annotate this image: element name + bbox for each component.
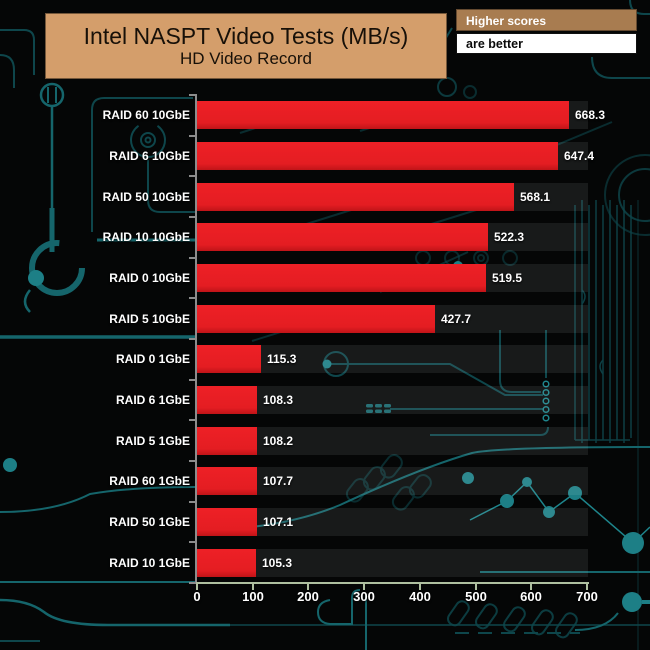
bar: [197, 305, 435, 333]
bar-value-label: 108.2: [263, 434, 294, 448]
category-label: RAID 10 1GbE: [109, 556, 190, 570]
y-axis-tick: [189, 541, 195, 543]
plot-area: 668.3 647.4 568.1 522.3 519.5 427.7 115.3 108.3…: [197, 95, 605, 583]
bar-track: [197, 467, 588, 495]
category-label: RAID 6 1GbE: [115, 393, 190, 407]
x-axis-tick: [196, 584, 198, 590]
y-axis-line: [195, 94, 197, 584]
bar-value-label: 107.1: [263, 515, 294, 529]
bar: [197, 101, 569, 129]
category-label: RAID 60 10GbE: [102, 108, 190, 122]
y-axis-tick: [189, 460, 195, 462]
category-label: RAID 50 1GbE: [109, 515, 190, 529]
x-axis-tick-label: 500: [465, 589, 487, 604]
x-axis-tick: [530, 584, 532, 590]
bar-track: [197, 549, 588, 577]
y-axis-tick: [189, 338, 195, 340]
bar: [197, 386, 257, 414]
x-axis-tick-label: 0: [193, 589, 201, 604]
category-label: RAID 50 10GbE: [102, 190, 190, 204]
y-axis-tick: [189, 94, 195, 96]
bar-track: [197, 427, 588, 455]
y-axis-tick: [189, 582, 195, 584]
category-label: RAID 5 10GbE: [109, 312, 190, 326]
y-axis-tick: [189, 216, 195, 218]
bar-value-label: 105.3: [262, 556, 293, 570]
category-label: RAID 5 1GbE: [115, 434, 190, 448]
bar-value-label: 647.4: [564, 149, 595, 163]
x-axis-tick-label: 400: [409, 589, 431, 604]
y-axis-tick: [189, 419, 195, 421]
legend-note-body: are better: [456, 33, 637, 54]
chart-title: Intel NASPT Video Tests (MB/s): [83, 23, 409, 49]
x-axis-tick: [475, 584, 477, 590]
x-axis-tick: [307, 584, 309, 590]
bar: [197, 223, 488, 251]
y-axis-tick: [189, 297, 195, 299]
x-axis-tick: [419, 584, 421, 590]
category-axis-labels: RAID 60 10GbE RAID 6 10GbE RAID 50 10GbE RA…: [0, 95, 190, 583]
x-axis-tick-label: 200: [297, 589, 319, 604]
bar-value-label: 519.5: [492, 271, 523, 285]
category-label: RAID 0 10GbE: [109, 271, 190, 285]
bar: [197, 508, 257, 536]
bar-track: [197, 508, 588, 536]
bar: [197, 549, 256, 577]
bar-value-label: 108.3: [263, 393, 294, 407]
y-axis-tick: [189, 501, 195, 503]
chart-title-box: Intel NASPT Video Tests (MB/s) HD Video …: [45, 13, 447, 79]
y-axis-tick: [189, 379, 195, 381]
bar-value-label: 522.3: [494, 230, 525, 244]
bar-track: [197, 345, 588, 373]
bar-value-label: 668.3: [575, 108, 606, 122]
category-label: RAID 0 1GbE: [115, 352, 190, 366]
bar-value-label: 427.7: [441, 312, 472, 326]
y-axis-tick: [189, 175, 195, 177]
chart-subtitle: HD Video Record: [180, 49, 312, 68]
bar: [197, 467, 257, 495]
category-label: RAID 10 10GbE: [102, 230, 190, 244]
x-axis-tick: [586, 584, 588, 590]
x-axis-tick: [363, 584, 365, 590]
legend-note-title: Higher scores: [456, 9, 637, 31]
x-axis-tick-label: 100: [242, 589, 264, 604]
x-axis-tick-label: 300: [353, 589, 375, 604]
bar: [197, 183, 514, 211]
bar: [197, 427, 257, 455]
bar: [197, 264, 486, 292]
x-axis-line: [196, 582, 589, 584]
x-axis-tick-label: 600: [520, 589, 542, 604]
y-axis-tick: [189, 257, 195, 259]
bar-value-label: 107.7: [263, 474, 294, 488]
y-axis-tick: [189, 135, 195, 137]
x-axis-tick-label: 700: [576, 589, 598, 604]
bar-value-label: 568.1: [520, 190, 551, 204]
bar-track: [197, 386, 588, 414]
category-label: RAID 60 1GbE: [109, 474, 190, 488]
bar-value-label: 115.3: [267, 352, 297, 366]
bar: [197, 345, 261, 373]
category-label: RAID 6 10GbE: [109, 149, 190, 163]
x-axis-tick: [252, 584, 254, 590]
bar: [197, 142, 558, 170]
